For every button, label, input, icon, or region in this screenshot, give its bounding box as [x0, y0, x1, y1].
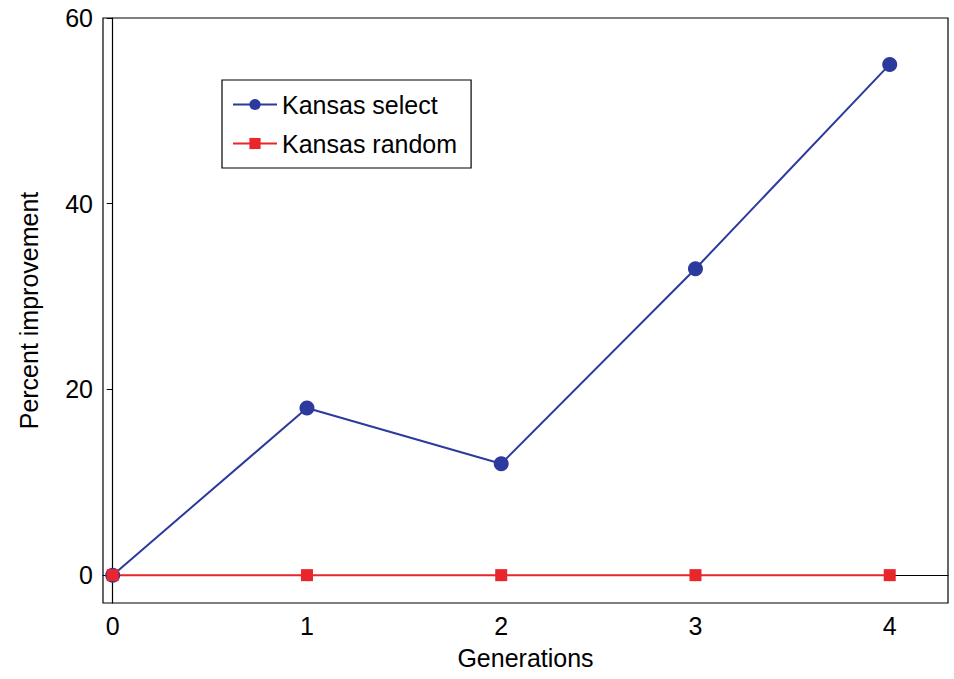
- svg-text:Kansas select: Kansas select: [282, 91, 438, 119]
- svg-text:Generations: Generations: [457, 644, 593, 672]
- svg-text:40: 40: [65, 190, 93, 218]
- svg-text:4: 4: [883, 612, 897, 640]
- svg-text:20: 20: [65, 375, 93, 403]
- svg-text:0: 0: [106, 612, 120, 640]
- svg-text:3: 3: [689, 612, 703, 640]
- svg-text:60: 60: [65, 4, 93, 32]
- svg-text:Kansas random: Kansas random: [282, 130, 457, 158]
- svg-text:Percent improvement: Percent improvement: [15, 192, 43, 430]
- svg-text:0: 0: [79, 561, 93, 589]
- svg-text:2: 2: [494, 612, 508, 640]
- svg-text:1: 1: [300, 612, 314, 640]
